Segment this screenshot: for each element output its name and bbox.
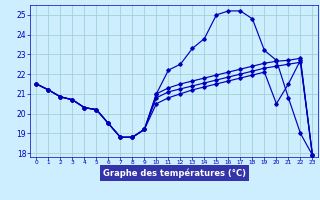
- X-axis label: Graphe des températures (°C): Graphe des températures (°C): [103, 168, 246, 178]
